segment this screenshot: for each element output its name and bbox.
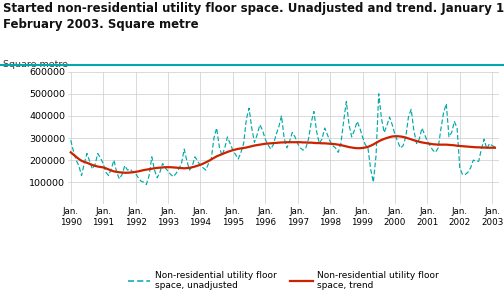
Text: Square metre: Square metre [3, 59, 68, 69]
Legend: Non-residential utility floor
space, unadjusted, Non-residential utility floor
s: Non-residential utility floor space, una… [128, 271, 439, 290]
Text: Started non-residential utility floor space. Unadjusted and trend. January 1990-: Started non-residential utility floor sp… [3, 2, 504, 30]
